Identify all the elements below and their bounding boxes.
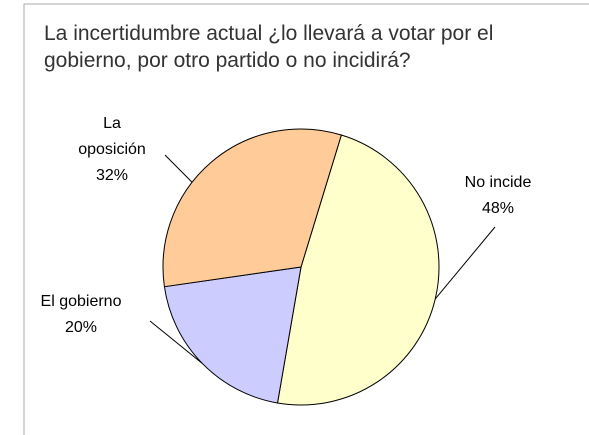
leader-line bbox=[149, 320, 203, 364]
slice-label: No incide bbox=[465, 174, 532, 191]
leader-line bbox=[434, 226, 496, 300]
slice-value-label: 32% bbox=[96, 167, 128, 184]
leader-line bbox=[164, 154, 193, 183]
chart-title: La incertidumbre actual ¿lo llevará a vo… bbox=[44, 22, 494, 72]
slice-value-label: 20% bbox=[65, 319, 97, 336]
slice-label: La oposición bbox=[78, 115, 146, 158]
slice-label: El gobierno bbox=[41, 293, 122, 310]
pie-slice bbox=[276, 134, 440, 406]
frame bbox=[23, 3, 589, 435]
pie-slice bbox=[162, 128, 342, 288]
pie-slice bbox=[163, 266, 302, 404]
slice-value-label: 48% bbox=[482, 200, 514, 217]
